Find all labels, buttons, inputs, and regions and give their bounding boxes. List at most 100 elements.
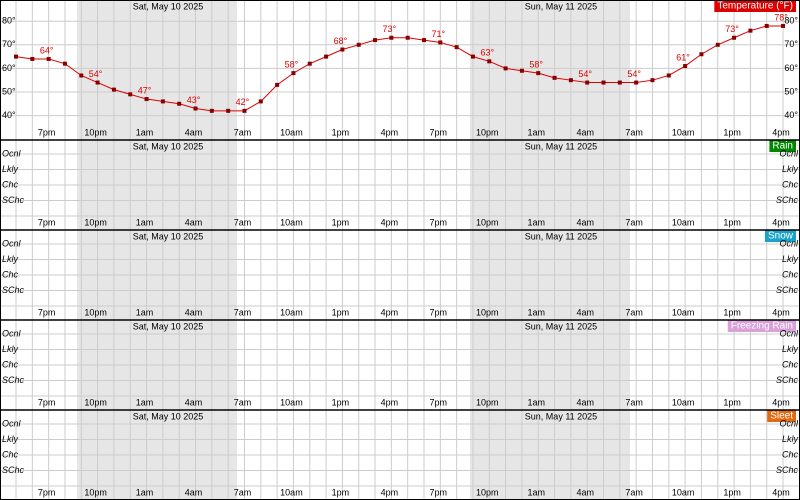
value-label: 78° [774, 12, 788, 22]
x-tick-label: 7pm [38, 397, 56, 407]
data-point [389, 35, 394, 40]
y-tick-label: Lkly [2, 434, 19, 444]
data-point [781, 23, 786, 28]
x-tick-label: 4am [576, 217, 594, 227]
x-tick-label: 10am [280, 487, 303, 497]
data-point [356, 42, 361, 47]
y-tick-label-right: Ocnl [779, 418, 799, 428]
x-tick-label: 7am [234, 397, 252, 407]
y-tick-label-right: Ocnl [779, 148, 799, 158]
x-tick-label: 10am [672, 487, 695, 497]
y-tick-label-right: 40° [784, 110, 798, 120]
x-tick-label: 1am [136, 397, 154, 407]
data-point [79, 73, 84, 78]
y-tick-label: Ocnl [2, 148, 22, 158]
x-tick-label: 4pm [772, 307, 790, 317]
x-tick-label: 1pm [332, 397, 350, 407]
x-tick-label: 4am [185, 397, 203, 407]
x-tick-label: 1am [136, 487, 154, 497]
y-tick-label: Ocnl [2, 328, 22, 338]
y-tick-label-right: SChc [776, 465, 799, 475]
x-tick-label: 10pm [476, 487, 499, 497]
data-point [699, 52, 704, 57]
x-tick-label: 7pm [430, 397, 448, 407]
data-point [454, 45, 459, 50]
x-tick-label: 1am [136, 217, 154, 227]
data-point [14, 54, 18, 59]
value-label: 43° [187, 95, 201, 105]
x-tick-label: 10am [280, 217, 303, 227]
night-shade [77, 0, 237, 140]
x-tick-label: 1am [527, 307, 545, 317]
y-tick-label-right: Ocnl [779, 238, 799, 248]
data-point [62, 61, 67, 66]
x-tick-label: 7am [234, 127, 252, 137]
value-label: 54° [578, 69, 592, 79]
data-point [568, 78, 573, 83]
y-tick-label-right: 70° [784, 39, 798, 49]
x-tick-label: 4pm [381, 307, 399, 317]
x-tick-label: 4pm [772, 487, 790, 497]
data-point [519, 68, 524, 73]
data-point [95, 80, 100, 85]
data-point [324, 54, 329, 59]
x-tick-label: 1pm [723, 397, 741, 407]
date-label: Sun, May 11 2025 [525, 1, 597, 11]
x-tick-label: 4am [185, 487, 203, 497]
y-tick-label: Lkly [2, 344, 19, 354]
y-tick-label-right: 80° [784, 16, 798, 26]
y-tick-label: 40° [2, 110, 16, 120]
x-tick-label: 7pm [430, 307, 448, 317]
y-tick-label-right: Lkly [782, 434, 799, 444]
x-tick-label: 7pm [38, 127, 56, 137]
data-point [128, 92, 133, 97]
data-point [226, 108, 231, 113]
data-point [209, 108, 214, 113]
value-label: 61° [676, 52, 690, 62]
data-point [503, 66, 508, 71]
value-label: 58° [529, 59, 543, 69]
data-point [30, 56, 35, 61]
data-point [470, 54, 475, 59]
x-tick-label: 7am [234, 307, 252, 317]
x-tick-label: 4pm [381, 217, 399, 227]
x-tick-label: 10pm [84, 487, 107, 497]
data-point [438, 40, 443, 45]
y-tick-label-right: Chc [782, 269, 799, 279]
x-tick-label: 4pm [381, 487, 399, 497]
legend-label: Sleet [770, 411, 793, 422]
temperature-line [15, 25, 784, 112]
x-tick-label: 1am [527, 397, 545, 407]
x-tick-label: 10pm [84, 217, 107, 227]
y-tick-label: Chc [2, 449, 19, 459]
date-label: Sat, May 10 2025 [133, 1, 204, 11]
x-tick-label: 4pm [772, 397, 790, 407]
x-tick-label: 7am [234, 217, 252, 227]
legend-box [764, 230, 796, 242]
x-tick-label: 7pm [38, 307, 56, 317]
value-label: 54° [89, 69, 103, 79]
x-tick-label: 7am [625, 307, 643, 317]
x-tick-label: 7pm [38, 217, 56, 227]
y-tick-label: SChc [2, 465, 25, 475]
data-point [650, 78, 655, 83]
x-tick-label: 4am [185, 217, 203, 227]
value-label: 71° [432, 29, 446, 39]
data-point [617, 80, 622, 85]
x-tick-label: 1pm [332, 307, 350, 317]
data-point [683, 64, 688, 69]
value-label: 54° [627, 69, 641, 79]
y-tick-label: Lkly [2, 254, 19, 264]
x-tick-label: 1am [527, 487, 545, 497]
y-tick-label-right: SChc [776, 375, 799, 385]
x-tick-label: 4am [576, 487, 594, 497]
date-label: Sun, May 11 2025 [525, 411, 597, 421]
data-point [258, 99, 263, 104]
x-tick-label: 10am [280, 397, 303, 407]
data-point [666, 73, 671, 78]
y-tick-label-right: Lkly [782, 254, 799, 264]
x-tick-label: 4pm [381, 397, 399, 407]
data-point [748, 28, 753, 33]
y-tick-label: SChc [2, 285, 25, 295]
value-label: 64° [40, 45, 54, 55]
